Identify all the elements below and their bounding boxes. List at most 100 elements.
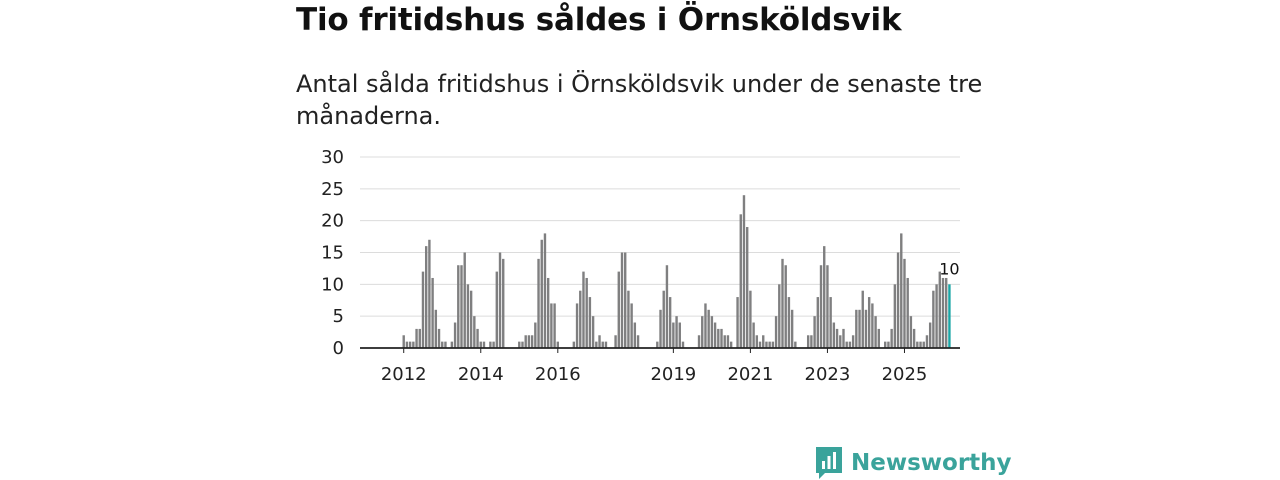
bar — [890, 328, 893, 348]
data-labels: 10 — [939, 259, 959, 278]
bar — [819, 265, 823, 348]
bar — [575, 303, 579, 348]
bar — [781, 258, 784, 348]
bar — [441, 341, 444, 348]
bar — [720, 328, 723, 348]
y-tick-label: 5 — [333, 306, 344, 327]
bar — [543, 233, 547, 348]
bar — [787, 297, 791, 348]
bar — [672, 322, 675, 348]
bar — [871, 303, 874, 348]
bar — [896, 252, 900, 348]
bar — [848, 341, 852, 348]
bar — [858, 309, 861, 348]
bar — [540, 239, 543, 348]
bar — [434, 309, 438, 348]
y-tick-label: 0 — [333, 338, 344, 359]
y-tick-label: 25 — [321, 179, 344, 200]
bar — [450, 341, 454, 348]
bar — [518, 341, 521, 348]
bar — [752, 322, 755, 348]
bar — [591, 316, 595, 348]
bar — [909, 316, 913, 348]
bar — [498, 252, 502, 348]
bar — [874, 316, 877, 348]
y-tick-label: 10 — [321, 274, 344, 295]
bar — [928, 322, 932, 348]
bar — [418, 328, 421, 348]
bar — [919, 341, 922, 348]
bar — [810, 335, 813, 348]
bar — [729, 341, 733, 348]
bar — [659, 309, 662, 348]
bar — [479, 341, 482, 348]
bar — [624, 252, 627, 348]
bar — [482, 341, 486, 348]
bar — [877, 328, 880, 348]
bar — [742, 195, 746, 348]
bar — [463, 252, 466, 348]
bar — [739, 214, 742, 348]
bar — [851, 335, 855, 348]
bar — [492, 341, 495, 348]
bar — [469, 290, 473, 348]
bar — [546, 277, 550, 348]
x-tick-label: 2023 — [805, 364, 851, 385]
bar — [935, 284, 938, 348]
bar — [945, 277, 948, 348]
y-axis-ticks: 0 5 10 15 20 25 30 — [321, 147, 344, 359]
chart-title: Tio fritidshus såldes i Örnsköldsvik — [296, 2, 902, 38]
bar — [678, 322, 681, 348]
bar — [707, 309, 710, 348]
bar — [524, 335, 527, 348]
bar — [428, 239, 431, 348]
bar — [630, 303, 633, 348]
bar — [473, 316, 476, 348]
bar — [582, 271, 585, 348]
bar — [415, 328, 418, 348]
bar — [903, 258, 906, 348]
bar — [585, 277, 588, 348]
bar — [601, 341, 604, 348]
y-tick-label: 15 — [321, 243, 344, 264]
bar — [829, 297, 832, 348]
bar — [938, 271, 941, 348]
bar — [816, 297, 820, 348]
bar — [444, 341, 447, 348]
bar — [405, 341, 409, 348]
bar — [617, 271, 620, 348]
bar — [855, 309, 858, 348]
bar — [521, 341, 524, 348]
bar — [556, 341, 559, 348]
bar — [762, 335, 765, 348]
bar — [530, 335, 534, 348]
x-tick-label: 2012 — [381, 364, 427, 385]
newsworthy-logo: Newsworthy — [815, 446, 1012, 480]
x-tick-label: 2025 — [882, 364, 928, 385]
x-tick-label: 2019 — [650, 364, 696, 385]
bar — [636, 335, 640, 348]
bar — [912, 328, 916, 348]
bar — [932, 290, 935, 348]
bar — [431, 277, 434, 348]
bar — [835, 328, 839, 348]
bar — [460, 265, 463, 348]
bar-latest — [948, 284, 951, 348]
bar — [726, 335, 730, 348]
bar — [774, 316, 778, 348]
bar — [697, 335, 701, 348]
bar — [537, 258, 540, 348]
bar — [534, 322, 537, 348]
bar — [668, 297, 672, 348]
bar — [867, 297, 871, 348]
bar — [839, 335, 842, 348]
bar — [941, 277, 945, 348]
bar — [713, 322, 717, 348]
bar — [502, 258, 505, 348]
bar — [553, 303, 556, 348]
bar — [790, 309, 794, 348]
x-axis-ticks: 2012 2014 2016 2019 2021 2023 2025 — [381, 348, 928, 385]
bar — [765, 341, 768, 348]
bar — [550, 303, 553, 348]
bar — [633, 322, 637, 348]
